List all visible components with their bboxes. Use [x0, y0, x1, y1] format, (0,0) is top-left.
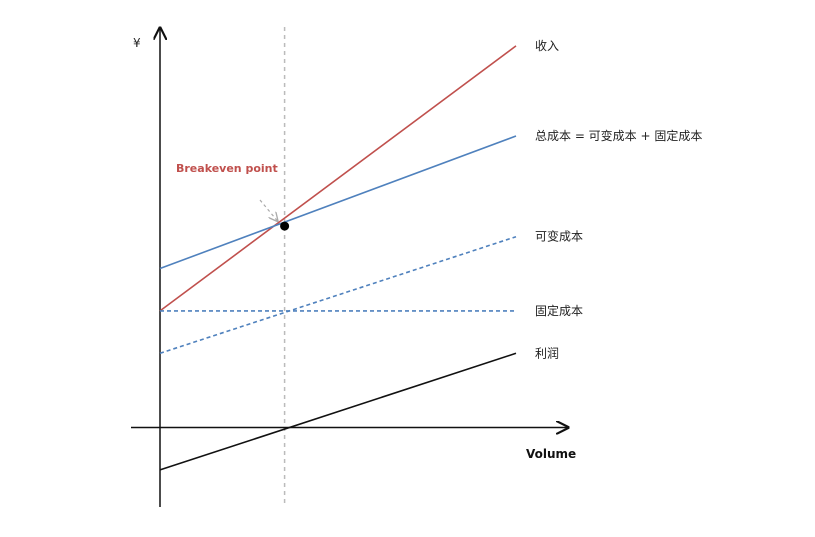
breakeven-label: Breakeven point — [176, 162, 278, 175]
series-label-4: 利润 — [535, 346, 559, 360]
series-label-2: 可变成本 — [535, 229, 583, 244]
series-line-1 — [159, 135, 517, 270]
breakeven-point — [280, 221, 290, 231]
x-axis-label: Volume — [526, 447, 576, 461]
breakeven-arrow — [259, 199, 278, 221]
y-axis-label: ¥ — [133, 36, 141, 50]
series-line-2 — [159, 235, 517, 355]
series-label-3: 固定成本 — [535, 303, 583, 318]
series-line-0 — [159, 45, 517, 312]
series-line-4 — [159, 352, 517, 471]
series-label-0: 收入 — [535, 39, 559, 53]
series-label-1: 总成本 = 可变成本 + 固定成本 — [535, 128, 702, 143]
